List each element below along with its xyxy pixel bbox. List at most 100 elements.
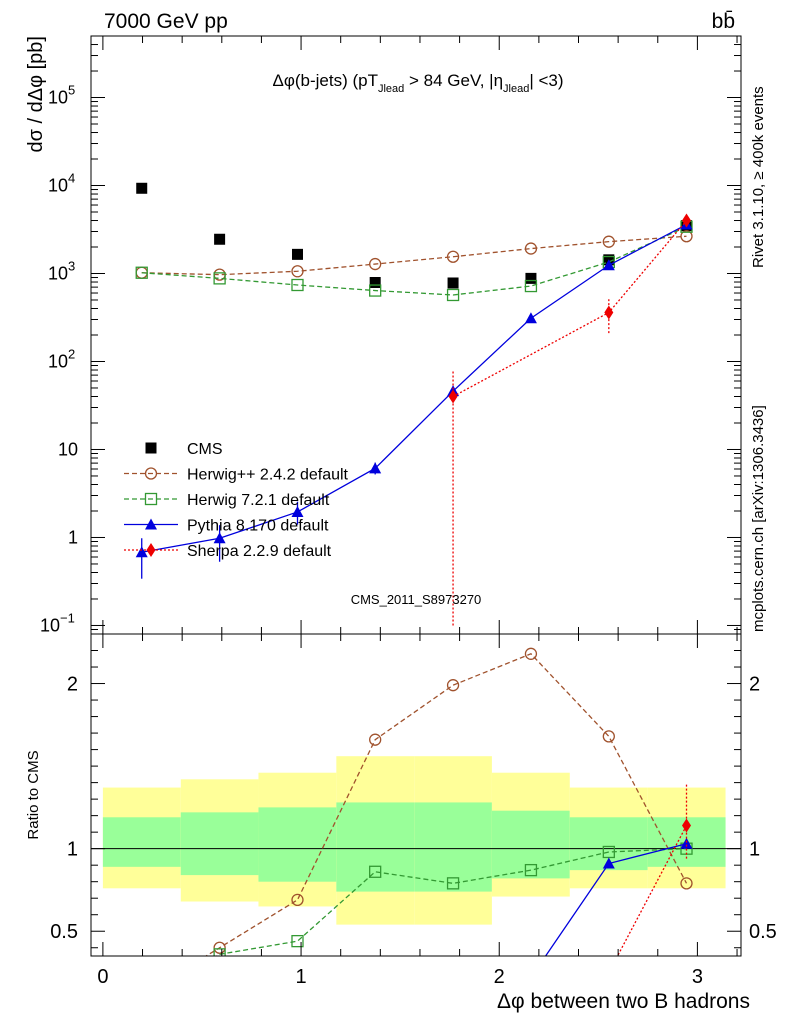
main-point-3-5: [524, 312, 537, 324]
main-line-3: [141, 223, 687, 553]
legend-marker-2: [144, 492, 158, 506]
legend-marker-4: [146, 543, 156, 557]
ytick-exponent: 2: [68, 346, 75, 361]
ratio-point-1-0: [136, 990, 147, 1001]
title-part-4: | <3): [529, 71, 563, 90]
main-point-3-2: [291, 505, 304, 517]
ratio-line-2: [544, 843, 687, 956]
mcplots-label: mcplots.cern.ch [arXiv:1306.3436]: [750, 405, 767, 632]
ratio-ytick-label-left-2: 2: [67, 674, 78, 696]
ratio-ytick-label-right-2: 2: [749, 674, 760, 696]
main-ytick-label-4: 103: [48, 258, 75, 283]
ratio-point-1-5: [524, 863, 538, 877]
main-point-1-6: [602, 235, 615, 248]
main-point-2-3: [369, 284, 382, 297]
title-part-2: > 84 GeV, |η: [404, 71, 503, 90]
main-point-3-6: [602, 259, 615, 271]
ytick-base: 10: [40, 615, 60, 635]
ytick-base: 10: [48, 176, 68, 196]
ytick-base: 10: [58, 439, 78, 459]
ratio-point-1-1: [213, 948, 226, 956]
main-point-0-4: [447, 277, 459, 289]
main-line-1: [141, 235, 687, 276]
main-plot-title: Δφ(b-jets) (pTJlead > 84 GeV, |ηJlead| <…: [272, 71, 563, 95]
ratio-panel: 0 1 2 3 0.5 0.5 1 1 2 2 Ratio to CMS Δφ between t…: [25, 633, 777, 1013]
ratio-point-1-6: [602, 845, 615, 859]
ratio-point-0-6: [602, 730, 615, 743]
main-point-2-1: [213, 272, 226, 285]
title-sub-1: Jlead: [503, 83, 529, 95]
legend-label-3: Pythia 8.170 default: [187, 518, 329, 535]
analysis-label: CMS_2011_S8973270: [351, 592, 482, 607]
ratio-point-0-1: [213, 941, 226, 954]
ratio-ytick-label-left-1: 1: [67, 839, 78, 861]
ytick-base: 1: [68, 527, 78, 547]
main-point-1-4: [446, 250, 460, 263]
band-inner-5: [491, 810, 570, 879]
ratio-point-2-3: [680, 837, 693, 849]
x-tick-label-0: 0: [97, 966, 108, 988]
main-point-0-1: [214, 233, 226, 245]
energy-label: 7000 GeV pp: [104, 10, 228, 33]
main-ytick-label-0: 10−1: [40, 610, 75, 635]
main-ytick-label-2: 10: [58, 439, 78, 459]
ratio-point-1-2: [291, 934, 304, 948]
ratio-point-0-7: [680, 877, 693, 890]
ytick-exponent: 5: [68, 83, 75, 98]
main-point-4-2: [682, 213, 692, 228]
legend-label-2: Herwig 7.2.1 default: [187, 492, 330, 509]
ratio-frame: [90, 633, 742, 957]
main-point-4-1: [604, 305, 614, 320]
main-line-4: [452, 220, 687, 398]
main-line-2: [141, 226, 687, 296]
ratio-y-axis-label: Ratio to CMS: [25, 750, 42, 839]
ratio-point-1-3: [369, 865, 382, 878]
legend: CMS Herwig++ 2.4.2 default Herwig 7.2.1 de…: [124, 441, 349, 560]
legend-marker-1: [144, 467, 158, 480]
legend-label-1: Herwig++ 2.4.2 default: [187, 467, 349, 484]
ratio-point-2-0: [447, 998, 459, 1009]
band-inner-3: [336, 802, 415, 892]
ratio-point-0-5: [524, 647, 538, 660]
main-point-1-3: [369, 257, 382, 271]
x-tick-label-2: 2: [494, 966, 505, 988]
ratio-point-2-2: [602, 857, 615, 869]
ratio-point-1-4: [446, 877, 460, 890]
ratio-point-3-1: [682, 818, 692, 833]
main-point-2-5: [524, 279, 538, 293]
x-tick-label-1: 1: [295, 966, 306, 988]
main-point-3-3: [369, 462, 382, 474]
ratio-point-3-0: [604, 966, 613, 980]
main-point-3-1: [213, 532, 226, 544]
main-point-1-2: [291, 265, 304, 278]
ytick-base: 10: [48, 263, 68, 283]
ratio-ytick-label-right-0: 0.5: [749, 921, 777, 943]
main-point-2-4: [446, 288, 460, 302]
x-tick-label-3: 3: [692, 966, 703, 988]
main-point-3-0: [135, 546, 148, 558]
ratio-point-2-1: [525, 971, 537, 982]
band-inner-0: [102, 817, 181, 867]
main-point-0-0: [136, 182, 148, 194]
main-point-0-3: [369, 277, 381, 289]
process-label: bb̄: [712, 10, 735, 33]
ratio-ytick-label-left-0: 0.5: [50, 921, 78, 943]
title-part-0: Δφ(b-jets) (pT: [272, 71, 378, 90]
ratio-point-0-3: [369, 733, 382, 746]
main-y-axis-label: dσ / dΔφ [pb]: [25, 36, 47, 153]
x-axis-label: Δφ between two B hadrons: [497, 990, 750, 1013]
ratio-point-0-0: [136, 990, 147, 1001]
legend-label-0: CMS: [187, 441, 223, 458]
main-point-2-2: [291, 278, 304, 292]
main-point-0-2: [291, 248, 303, 260]
main-ytick-label-3: 102: [48, 346, 75, 371]
band-inner-1: [180, 812, 259, 876]
legend-marker-3: [145, 518, 157, 530]
main-point-4-0: [448, 389, 458, 404]
legend-marker-0: [145, 442, 157, 454]
ytick-base: 10: [48, 351, 68, 371]
band-inner-4: [414, 802, 492, 892]
main-point-1-7: [680, 230, 693, 243]
